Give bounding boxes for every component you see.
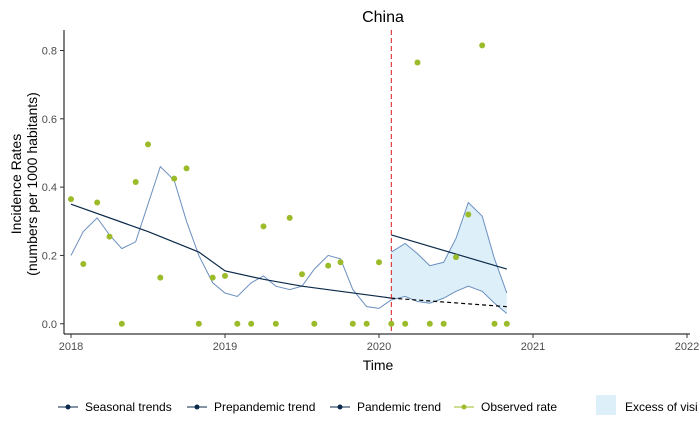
observed-rate-point [349, 320, 356, 327]
trend-lines-layer [70, 203, 507, 308]
legend-key-excess [596, 395, 616, 415]
observed-rate-point [426, 320, 433, 327]
observed-rate-point [145, 141, 151, 148]
observed-rate-point [414, 59, 421, 66]
observed-rate-point [106, 233, 113, 240]
x-tick-label: 2018 [59, 341, 83, 353]
seasonal-trend-line [70, 165, 392, 309]
legend-item-excess: Excess of visi [596, 395, 698, 415]
x-tick-label: 2022 [675, 341, 699, 353]
legend-label-observed-rate: Observed rate [481, 400, 557, 414]
observed-rate-point [132, 179, 139, 185]
observed-rate-point [388, 320, 395, 327]
excess-band-lower-line [391, 285, 508, 314]
y-tick-label: 0.6 [42, 114, 57, 126]
observed-rate-point [503, 320, 510, 327]
legend-key-seasonal [65, 404, 71, 410]
observed-rate-point [465, 211, 472, 218]
excess-band-area [391, 202, 507, 314]
observed-rate-point [171, 175, 178, 182]
legend-label-pandemic-trend: Pandemic trend [357, 400, 441, 414]
y-tick-label: 0.4 [42, 182, 57, 194]
observed-rate-point [94, 199, 101, 206]
legend-key-observed [461, 404, 467, 410]
y-tick-label: 0.8 [42, 45, 57, 57]
legend-item-observed-rate: Observed rate [454, 400, 557, 414]
legend-label-prepandemic-trend: Prepandemic trend [214, 400, 315, 414]
pandemic-trend-line [391, 234, 507, 270]
legend-item-prepandemic-trend: Prepandemic trend [187, 400, 315, 414]
observed-rate-point [479, 42, 486, 49]
observed-rate-point [325, 262, 332, 269]
observed-rate-point [195, 320, 202, 327]
seasonal-trend-layer [70, 165, 392, 309]
x-ticks: 2018 2019 2020 2021 2022 [59, 334, 699, 353]
observed-rate-point [157, 274, 164, 281]
legend: Seasonal trends Prepandemic trend Pandem… [58, 395, 698, 415]
legend-label-seasonal-trends: Seasonal trends [85, 400, 172, 414]
observed-rate-point [248, 320, 255, 327]
observed-rate-point [299, 271, 305, 278]
y-tick-label: 0.2 [42, 250, 57, 262]
excess-band-upper-line [391, 201, 508, 294]
chart-title: China [362, 9, 404, 26]
prepandemic-projection-line [391, 297, 507, 308]
observed-rate-point [118, 320, 125, 327]
x-axis-title: Time [363, 357, 394, 373]
observed-rate-point [209, 274, 216, 281]
x-tick-label: 2021 [521, 341, 545, 353]
observed-rate-point [453, 254, 459, 261]
excess-band-layer [391, 201, 508, 314]
x-tick-label: 2020 [367, 341, 391, 353]
y-tick-label: 0.0 [42, 319, 57, 331]
observed-points-layer [68, 42, 510, 327]
prepandemic-trend-line [70, 203, 392, 299]
observed-rate-point [222, 272, 228, 279]
observed-rate-point [376, 259, 382, 266]
observed-rate-point [440, 320, 447, 327]
observed-rate-point [311, 320, 318, 327]
legend-label-excess: Excess of visi [625, 400, 698, 414]
x-tick-label: 2019 [213, 341, 237, 353]
y-ticks: 0.0 0.2 0.4 0.6 0.8 [42, 45, 64, 331]
legend-key-pandemic [337, 404, 343, 410]
observed-rate-point [363, 320, 370, 327]
observed-rate-point [491, 320, 498, 327]
observed-rate-point [80, 260, 87, 267]
observed-rate-point [337, 259, 344, 266]
observed-rate-point [183, 165, 190, 172]
observed-rate-point [68, 196, 74, 203]
y-axis-title-line2: (numbers per 1000 habitants) [24, 92, 40, 276]
observed-rate-point [286, 214, 293, 221]
observed-rate-point [234, 320, 241, 327]
observed-rate-point [272, 320, 279, 327]
observed-rate-point [402, 320, 409, 327]
observed-rate-point [260, 223, 267, 230]
legend-key-prepandemic [194, 404, 200, 410]
legend-item-pandemic-trend: Pandemic trend [330, 400, 441, 414]
legend-item-seasonal-trends: Seasonal trends [58, 400, 172, 414]
y-axis-title-line1: Incidence Rates [8, 134, 24, 234]
